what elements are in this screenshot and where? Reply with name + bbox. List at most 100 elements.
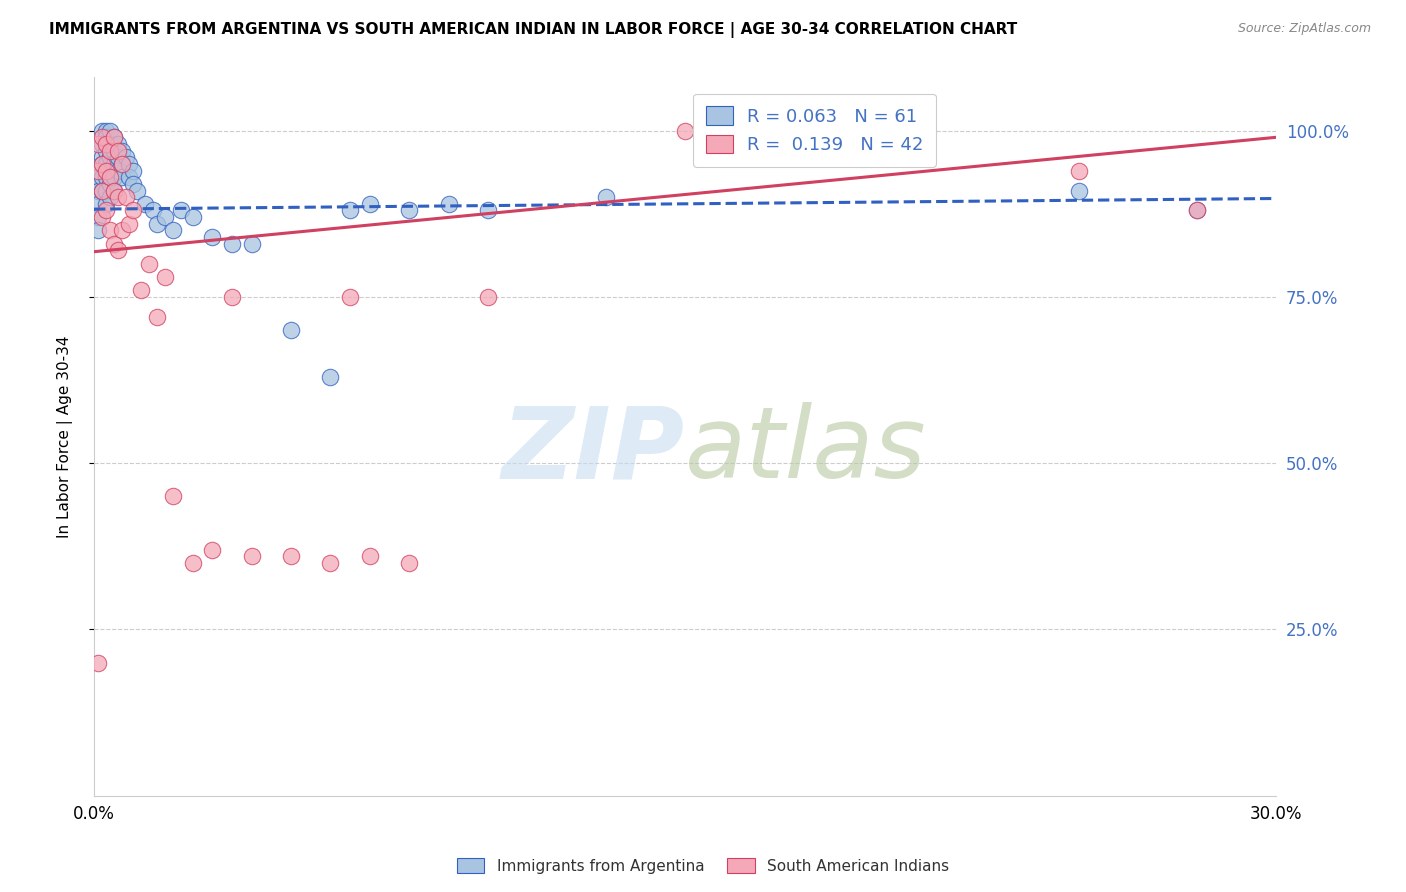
Point bbox=[398, 556, 420, 570]
Point bbox=[103, 130, 125, 145]
Point bbox=[221, 290, 243, 304]
Point bbox=[118, 217, 141, 231]
Point bbox=[103, 157, 125, 171]
Point bbox=[103, 144, 125, 158]
Point bbox=[98, 190, 121, 204]
Point bbox=[477, 203, 499, 218]
Point bbox=[98, 144, 121, 158]
Point bbox=[107, 144, 129, 158]
Point bbox=[87, 223, 110, 237]
Point bbox=[240, 549, 263, 564]
Point bbox=[90, 130, 112, 145]
Point bbox=[595, 190, 617, 204]
Point bbox=[122, 163, 145, 178]
Point bbox=[142, 203, 165, 218]
Text: ZIP: ZIP bbox=[502, 402, 685, 500]
Point bbox=[110, 223, 132, 237]
Text: atlas: atlas bbox=[685, 402, 927, 500]
Point bbox=[110, 157, 132, 171]
Point bbox=[201, 230, 224, 244]
Point bbox=[437, 196, 460, 211]
Point bbox=[1067, 163, 1090, 178]
Point bbox=[94, 144, 117, 158]
Point bbox=[118, 170, 141, 185]
Point bbox=[134, 196, 156, 211]
Point bbox=[94, 123, 117, 137]
Point bbox=[87, 170, 110, 185]
Point bbox=[94, 163, 117, 178]
Point bbox=[87, 196, 110, 211]
Point bbox=[127, 184, 149, 198]
Point bbox=[280, 323, 302, 337]
Point bbox=[98, 136, 121, 151]
Point bbox=[94, 130, 117, 145]
Point bbox=[162, 223, 184, 237]
Legend: R = 0.063   N = 61, R =  0.139   N = 42: R = 0.063 N = 61, R = 0.139 N = 42 bbox=[693, 94, 936, 167]
Legend: Immigrants from Argentina, South American Indians: Immigrants from Argentina, South America… bbox=[451, 852, 955, 880]
Text: IMMIGRANTS FROM ARGENTINA VS SOUTH AMERICAN INDIAN IN LABOR FORCE | AGE 30-34 CO: IMMIGRANTS FROM ARGENTINA VS SOUTH AMERI… bbox=[49, 22, 1018, 38]
Point bbox=[110, 144, 132, 158]
Point bbox=[107, 190, 129, 204]
Point bbox=[107, 244, 129, 258]
Point bbox=[162, 490, 184, 504]
Point bbox=[87, 210, 110, 224]
Point bbox=[94, 136, 117, 151]
Point bbox=[280, 549, 302, 564]
Point bbox=[221, 236, 243, 251]
Point bbox=[477, 290, 499, 304]
Point bbox=[107, 163, 129, 178]
Point bbox=[94, 196, 117, 211]
Y-axis label: In Labor Force | Age 30-34: In Labor Force | Age 30-34 bbox=[58, 335, 73, 538]
Point bbox=[110, 170, 132, 185]
Point bbox=[98, 123, 121, 137]
Point bbox=[359, 196, 381, 211]
Point bbox=[103, 170, 125, 185]
Point bbox=[90, 157, 112, 171]
Point bbox=[1187, 203, 1209, 218]
Point bbox=[87, 163, 110, 178]
Point bbox=[98, 223, 121, 237]
Point bbox=[87, 184, 110, 198]
Point bbox=[359, 549, 381, 564]
Point bbox=[103, 236, 125, 251]
Point bbox=[90, 136, 112, 151]
Point bbox=[153, 270, 176, 285]
Point bbox=[1187, 203, 1209, 218]
Point bbox=[90, 150, 112, 164]
Point bbox=[107, 150, 129, 164]
Point bbox=[94, 170, 117, 185]
Point bbox=[98, 150, 121, 164]
Point bbox=[110, 157, 132, 171]
Point bbox=[98, 177, 121, 191]
Point bbox=[103, 130, 125, 145]
Point bbox=[201, 542, 224, 557]
Point bbox=[170, 203, 193, 218]
Point bbox=[90, 170, 112, 185]
Point bbox=[90, 123, 112, 137]
Point bbox=[138, 257, 160, 271]
Point bbox=[107, 136, 129, 151]
Point bbox=[153, 210, 176, 224]
Point bbox=[146, 310, 169, 324]
Point bbox=[87, 136, 110, 151]
Point bbox=[398, 203, 420, 218]
Point bbox=[114, 150, 136, 164]
Point bbox=[90, 210, 112, 224]
Point bbox=[339, 203, 361, 218]
Point bbox=[114, 190, 136, 204]
Point bbox=[319, 556, 342, 570]
Point bbox=[122, 177, 145, 191]
Point bbox=[319, 369, 342, 384]
Point bbox=[90, 184, 112, 198]
Point bbox=[98, 170, 121, 185]
Point bbox=[146, 217, 169, 231]
Text: Source: ZipAtlas.com: Source: ZipAtlas.com bbox=[1237, 22, 1371, 36]
Point bbox=[94, 157, 117, 171]
Point bbox=[94, 203, 117, 218]
Point bbox=[339, 290, 361, 304]
Point bbox=[1067, 184, 1090, 198]
Point bbox=[98, 163, 121, 178]
Point bbox=[673, 123, 696, 137]
Point bbox=[90, 184, 112, 198]
Point bbox=[122, 203, 145, 218]
